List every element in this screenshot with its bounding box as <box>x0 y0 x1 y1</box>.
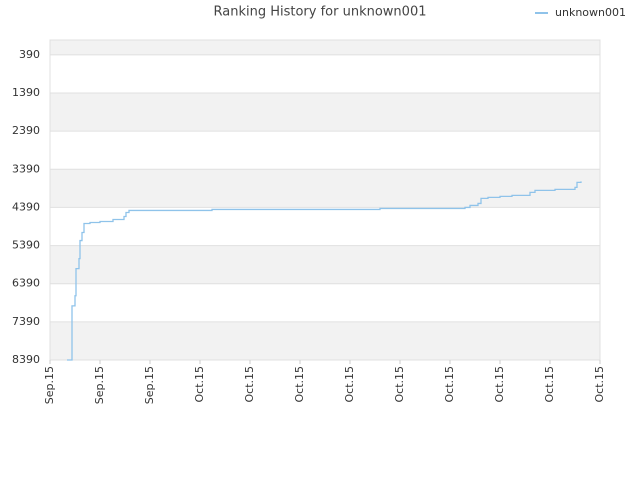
x-tick-label: Oct.15 <box>543 366 556 403</box>
y-tick-label: 5390 <box>12 239 40 252</box>
plot-band <box>50 283 600 322</box>
x-tick-label: Sep.15 <box>93 366 106 404</box>
y-tick-label: 6390 <box>12 277 40 290</box>
x-tick-label: Sep.15 <box>43 366 56 404</box>
x-tick-label: Oct.15 <box>443 366 456 403</box>
plot-band <box>50 54 600 94</box>
series-line <box>67 181 582 361</box>
plot-band <box>50 207 600 246</box>
y-tick-label: 3390 <box>12 162 40 175</box>
x-tick-label: Oct.15 <box>593 366 606 403</box>
y-tick-label: 1390 <box>12 86 40 99</box>
x-tick-label: Oct.15 <box>243 366 256 403</box>
x-tick-label: Oct.15 <box>393 366 406 403</box>
legend-label: unknown001 <box>555 6 626 19</box>
plot-band <box>50 245 600 284</box>
x-tick-label: Oct.15 <box>493 366 506 403</box>
y-tick-label: 7390 <box>12 315 40 328</box>
y-tick-label: 8390 <box>12 353 40 366</box>
x-tick-label: Oct.15 <box>343 366 356 403</box>
x-tick-label: Sep.15 <box>143 366 156 404</box>
x-tick-label: Oct.15 <box>293 366 306 403</box>
y-tick-label: 4390 <box>12 200 40 213</box>
plot-band <box>50 40 600 55</box>
x-tick-label: Oct.15 <box>193 366 206 403</box>
chart-title: Ranking History for unknown001 <box>214 5 427 20</box>
plot-band <box>50 93 600 132</box>
plot-band <box>50 131 600 170</box>
plot-band <box>50 169 600 208</box>
y-tick-label: 390 <box>19 48 40 61</box>
plot-band <box>50 321 600 360</box>
y-tick-label: 2390 <box>12 124 40 137</box>
